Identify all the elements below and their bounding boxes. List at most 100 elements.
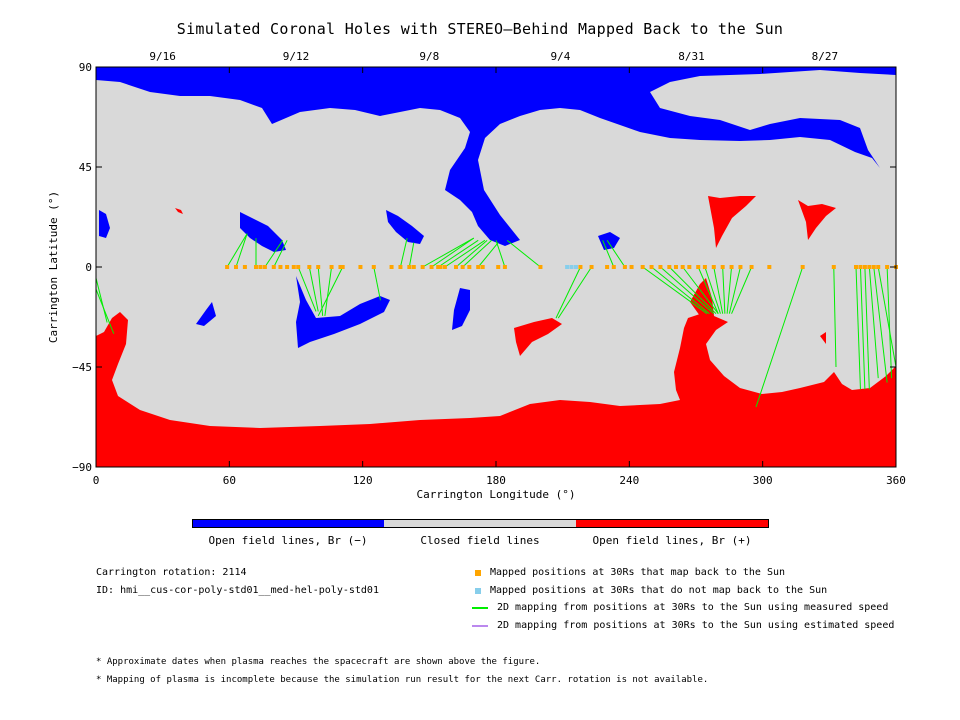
colorbar-label-positive: Open field lines, Br (+) bbox=[592, 534, 752, 547]
mapping-line bbox=[408, 242, 415, 268]
mapped-point bbox=[340, 265, 345, 269]
coronal-hole-map: 0 60 120 180 240 300 360 90 45 0 −45 −90 9/16 9/12 9/8… bbox=[47, 50, 906, 501]
mapped-point bbox=[800, 265, 805, 269]
mapped-point bbox=[738, 265, 743, 269]
mapped-point bbox=[338, 265, 343, 269]
coronal-hole-pos bbox=[690, 278, 714, 316]
mapped-point bbox=[258, 265, 263, 269]
chart-title: Simulated Coronal Holes with STEREO–Behi… bbox=[176, 20, 784, 38]
mapped-point bbox=[454, 265, 458, 269]
y-tick-label: 90 bbox=[79, 61, 92, 74]
mapping-line bbox=[422, 237, 475, 268]
mapping-line bbox=[864, 266, 870, 390]
mapping-line bbox=[713, 266, 724, 314]
mapped-point bbox=[285, 265, 290, 269]
colorbar-label-closed: Closed field lines bbox=[420, 534, 540, 547]
mapping-line bbox=[886, 266, 893, 379]
purple-line-icon bbox=[472, 624, 488, 627]
date-label: 8/31 bbox=[678, 50, 705, 63]
mapping-line bbox=[697, 266, 719, 314]
mapping-line bbox=[264, 240, 284, 268]
mapped-point bbox=[262, 265, 267, 269]
mapping-line bbox=[462, 239, 492, 268]
mapped-point bbox=[358, 265, 363, 269]
mapped-point bbox=[442, 265, 447, 269]
blue-square-icon bbox=[475, 587, 481, 594]
coronal-hole-pos bbox=[820, 332, 826, 344]
colorbar-segment-closed bbox=[384, 519, 576, 528]
map-regions bbox=[96, 67, 896, 467]
mapped-point bbox=[729, 265, 734, 269]
mapping-line bbox=[373, 266, 381, 301]
mapping-line bbox=[444, 239, 486, 268]
date-label: 9/12 bbox=[283, 50, 310, 63]
mapping-line bbox=[873, 266, 888, 383]
mapping-line bbox=[308, 266, 319, 312]
x-axis-label: Carrington Longitude (°) bbox=[417, 488, 576, 501]
mapped-point bbox=[420, 265, 425, 269]
mapping-line bbox=[602, 240, 615, 268]
mapping-line bbox=[660, 266, 715, 315]
mapped-point bbox=[680, 265, 685, 269]
mapped-point bbox=[389, 265, 394, 269]
x-tick-label: 360 bbox=[886, 474, 906, 487]
date-label: 9/4 bbox=[551, 50, 571, 63]
run-id: ID: hmi__cus-cor-poly-std01__med-hel-pol… bbox=[96, 585, 379, 596]
mapped-point bbox=[578, 265, 583, 269]
coronal-hole-pos bbox=[708, 196, 756, 248]
mapping-line bbox=[95, 289, 115, 334]
orange-square-icon bbox=[475, 569, 481, 576]
mapped-point bbox=[271, 265, 276, 269]
date-label: 9/16 bbox=[149, 50, 176, 63]
x-tick-label: 0 bbox=[93, 474, 100, 487]
mapped-point bbox=[871, 265, 876, 269]
mapping-line bbox=[297, 266, 317, 312]
mapped-point bbox=[885, 265, 890, 269]
date-label: 8/27 bbox=[812, 50, 839, 63]
unmapped-point bbox=[565, 265, 570, 269]
coronal-hole-neg bbox=[240, 212, 286, 252]
north-polar-coronal-hole bbox=[96, 67, 896, 246]
mapping-line bbox=[833, 266, 837, 368]
mapping-line bbox=[235, 233, 248, 268]
mapped-point bbox=[502, 265, 507, 269]
mapping-line bbox=[95, 277, 108, 323]
mapped-point bbox=[667, 265, 672, 269]
mapped-point bbox=[720, 265, 725, 269]
mapped-point bbox=[278, 265, 283, 269]
mapping-line bbox=[642, 266, 708, 315]
mapped-point bbox=[316, 265, 321, 269]
unmapped-point bbox=[574, 265, 578, 269]
mapped-point bbox=[476, 265, 481, 269]
mapping-line bbox=[859, 266, 866, 390]
mapped-point bbox=[234, 265, 238, 269]
y-axis-label: Carrington Latitude (°) bbox=[47, 191, 60, 343]
mapping-line bbox=[226, 233, 248, 268]
mapped-point bbox=[767, 265, 772, 269]
y-tick-label: 0 bbox=[85, 261, 92, 274]
mapping-line bbox=[855, 266, 861, 390]
mapped-point bbox=[876, 265, 881, 269]
mapping-line bbox=[399, 237, 408, 268]
mapped-point bbox=[296, 265, 301, 269]
mapping-line bbox=[726, 266, 733, 314]
mapped-point bbox=[658, 265, 663, 269]
y-tick-label: 45 bbox=[79, 161, 92, 174]
mapping-line bbox=[877, 266, 897, 368]
mapped-point bbox=[460, 265, 465, 269]
mapped-point bbox=[398, 265, 403, 269]
mapping-line bbox=[682, 266, 719, 314]
coronal-hole-neg bbox=[99, 210, 110, 238]
note-incomplete: * Mapping of plasma is incomplete becaus… bbox=[96, 675, 709, 685]
mapping-line bbox=[606, 240, 626, 268]
mapped-point bbox=[858, 265, 863, 269]
unmapped-point bbox=[569, 265, 574, 269]
mapped-point bbox=[429, 265, 434, 269]
coronal-hole-neg bbox=[452, 288, 470, 330]
mapping-line bbox=[324, 266, 333, 316]
mapped-point bbox=[674, 265, 678, 269]
mapped-point bbox=[480, 265, 485, 269]
mapping-line bbox=[557, 266, 592, 319]
mapping-line bbox=[455, 239, 488, 268]
mapped-point bbox=[611, 265, 616, 269]
